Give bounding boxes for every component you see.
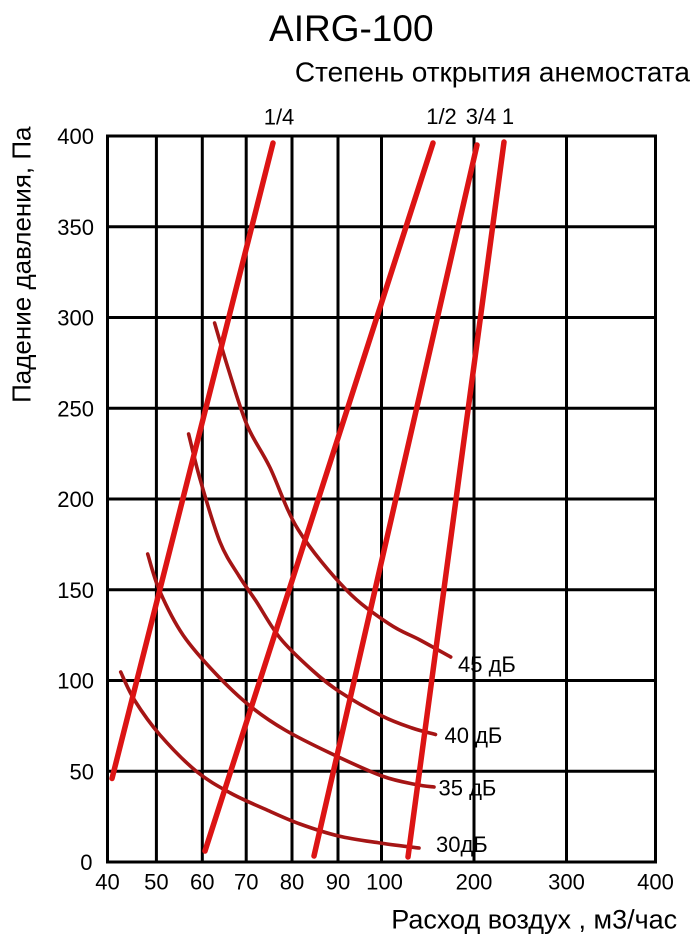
svg-text:50: 50 [70,760,94,785]
svg-text:40: 40 [95,870,119,895]
svg-text:1/2: 1/2 [426,104,457,129]
svg-text:400: 400 [637,870,674,895]
svg-text:200: 200 [57,487,94,512]
svg-text:35 дБ: 35 дБ [439,776,497,801]
svg-text:1: 1 [502,104,514,129]
svg-text:Расход воздух , м3/час: Расход воздух , м3/час [391,905,677,935]
svg-text:100: 100 [57,669,94,694]
svg-text:3/4: 3/4 [466,104,497,129]
svg-text:90: 90 [326,870,350,895]
svg-text:Падение давления, Па: Падение давления, Па [7,126,37,403]
svg-text:30дБ: 30дБ [436,832,488,857]
svg-text:250: 250 [57,396,94,421]
svg-text:100: 100 [366,870,403,895]
svg-text:350: 350 [57,215,94,240]
svg-text:80: 80 [280,870,304,895]
svg-text:70: 70 [234,870,258,895]
svg-text:150: 150 [57,578,94,603]
svg-text:40 дБ: 40 дБ [445,723,503,748]
svg-text:300: 300 [57,306,94,331]
svg-text:45 дБ: 45 дБ [458,652,516,677]
svg-text:300: 300 [548,870,585,895]
svg-text:400: 400 [57,124,94,149]
svg-text:1/4: 1/4 [264,104,295,129]
svg-text:Степень открытия анемостата: Степень открытия анемостата [295,56,690,87]
svg-text:200: 200 [456,870,493,895]
svg-text:0: 0 [80,850,92,875]
svg-text:50: 50 [144,870,168,895]
svg-text:AIRG-100: AIRG-100 [269,8,434,49]
svg-text:60: 60 [190,870,214,895]
